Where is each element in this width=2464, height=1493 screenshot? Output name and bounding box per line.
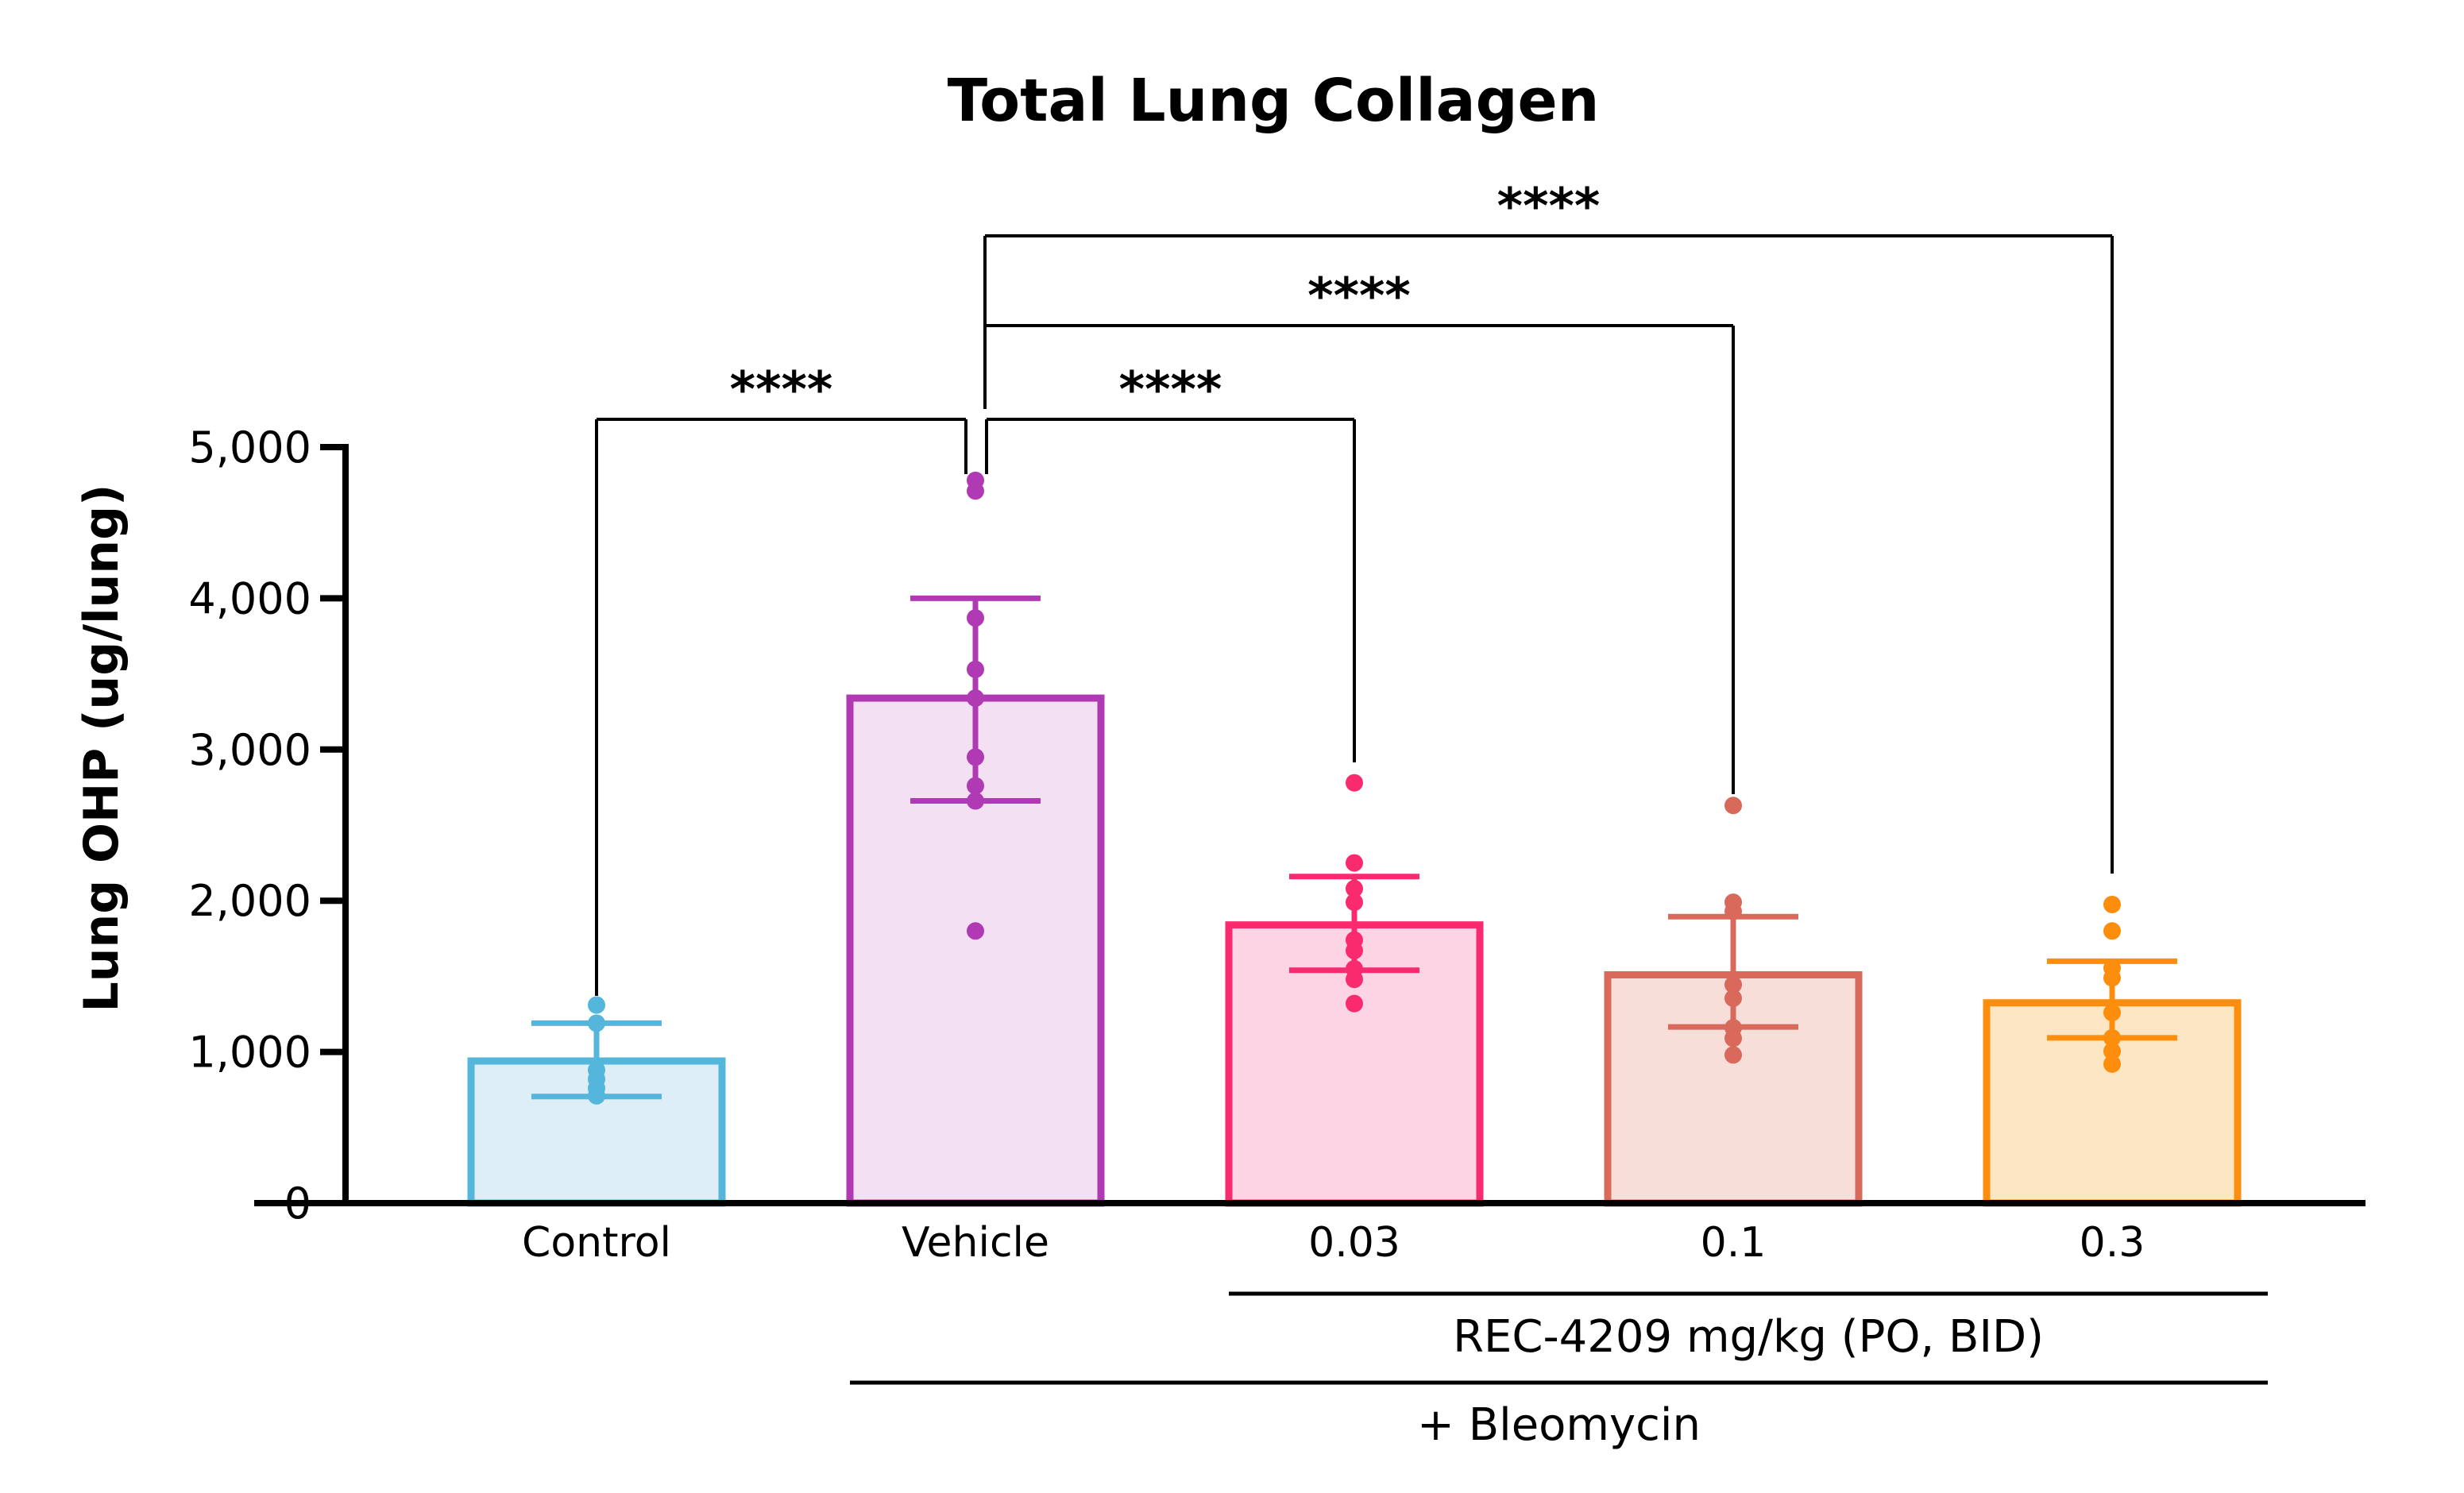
y-tick-label: 3,000 bbox=[188, 725, 311, 775]
y-axis-title: Lung OHP (ug/lung) bbox=[74, 484, 129, 1013]
data-point bbox=[1724, 1046, 1742, 1064]
x-category-label: 0.1 bbox=[1701, 1219, 1767, 1267]
data-point bbox=[967, 689, 984, 708]
data-point bbox=[588, 996, 605, 1014]
significance-stars: **** bbox=[1497, 177, 1601, 235]
x-category-label: 0.03 bbox=[1308, 1219, 1400, 1267]
data-point bbox=[1346, 774, 1363, 792]
group-annotation-label: + Bleomycin bbox=[1417, 1399, 1701, 1451]
significance-stars: **** bbox=[730, 361, 833, 419]
data-point bbox=[967, 777, 984, 795]
y-tick-label: 2,000 bbox=[188, 876, 311, 926]
data-point bbox=[967, 922, 984, 940]
x-category-label: Vehicle bbox=[902, 1219, 1049, 1267]
data-point bbox=[1724, 990, 1742, 1008]
data-point bbox=[2103, 922, 2121, 940]
data-point bbox=[1346, 994, 1363, 1013]
data-point bbox=[588, 1086, 605, 1105]
y-tick-label: 1,000 bbox=[188, 1028, 311, 1078]
data-point bbox=[2103, 1004, 2121, 1022]
data-point bbox=[967, 482, 984, 500]
chart-render-root: 0 1,000 2,000 3,000 4,000 5,000 Control Vehicle… bbox=[188, 177, 2366, 1451]
bar-0.1 bbox=[1604, 970, 1863, 1207]
data-point bbox=[1724, 1029, 1742, 1047]
significance-stars: **** bbox=[1119, 361, 1222, 419]
significance-bracket bbox=[595, 418, 967, 996]
y-tick-label: 0 bbox=[284, 1179, 311, 1229]
data-point bbox=[1346, 970, 1363, 989]
data-point bbox=[967, 660, 984, 678]
data-point bbox=[2103, 969, 2121, 987]
data-point bbox=[1346, 854, 1363, 872]
data-point bbox=[1724, 797, 1742, 815]
significance-bracket bbox=[985, 418, 1356, 762]
data-point bbox=[1724, 975, 1742, 993]
data-point bbox=[2103, 1028, 2121, 1047]
significance-bracket bbox=[983, 234, 2114, 874]
significance-stars: **** bbox=[1307, 267, 1411, 325]
y-tick-label: 4,000 bbox=[188, 573, 311, 623]
data-point bbox=[967, 609, 984, 627]
data-point bbox=[2103, 1055, 2121, 1073]
x-category-label: 0.3 bbox=[2080, 1219, 2145, 1267]
data-point bbox=[1346, 942, 1363, 960]
data-point bbox=[967, 792, 984, 810]
data-point bbox=[1346, 879, 1363, 897]
data-point bbox=[588, 1014, 605, 1032]
data-point bbox=[1724, 902, 1742, 920]
chart-title: Total Lung Collagen bbox=[948, 67, 1600, 135]
data-point bbox=[2103, 1042, 2121, 1060]
x-category-label: Control bbox=[522, 1219, 671, 1267]
group-annotation-label: REC-4209 mg/kg (PO, BID) bbox=[1453, 1311, 2044, 1363]
data-point bbox=[967, 748, 984, 766]
data-point bbox=[2103, 895, 2121, 913]
data-point bbox=[1346, 893, 1363, 912]
y-tick-label: 5,000 bbox=[188, 422, 311, 473]
